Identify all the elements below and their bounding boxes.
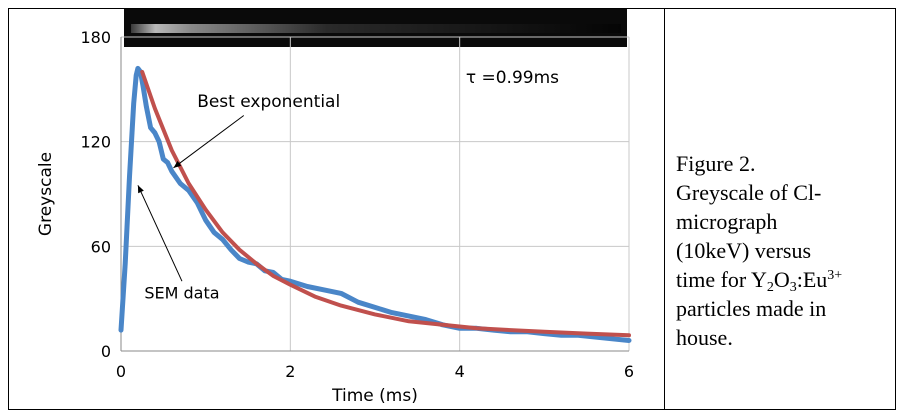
caption-line: micrograph <box>676 209 778 234</box>
annotation-arrowhead <box>173 160 182 168</box>
caption-line: Figure 2. <box>676 151 756 176</box>
annotation-label: Best exponential <box>197 92 340 112</box>
annotation-arrow <box>137 185 183 282</box>
y-tick-label: 0 <box>101 342 111 361</box>
tau-label: τ =0.99ms <box>466 68 559 88</box>
caption-line: (10keV) versus <box>676 238 812 263</box>
x-tick-label: 4 <box>455 362 465 381</box>
caption-text: :Eu <box>796 267 828 292</box>
x-tick-label: 0 <box>116 362 126 381</box>
annotation-arrowhead <box>137 185 144 194</box>
figure-caption: Figure 2. Greyscale of Cl- micrograph (1… <box>676 149 894 352</box>
annotation-label: SEM data <box>144 284 219 303</box>
chart-svg: 0 60 120 180 0 2 4 6 Time (ms) Greyscale Best expo… <box>36 9 634 406</box>
x-tick-label: 2 <box>285 362 295 381</box>
caption-line: particles made in <box>676 296 827 321</box>
caption-cell: Figure 2. Greyscale of Cl- micrograph (1… <box>664 8 896 410</box>
caption-text: time for Y <box>676 267 767 292</box>
chart-cell: 0 60 120 180 0 2 4 6 Time (ms) Greyscale Best expo… <box>8 8 665 410</box>
caption-line-formula: time for Y2O3:Eu3+ <box>676 265 894 295</box>
x-tick-label: 6 <box>624 362 634 381</box>
y-tick-label: 60 <box>91 237 111 256</box>
y-tick-label: 120 <box>80 133 111 152</box>
caption-text: O <box>773 267 790 292</box>
caption-line: house. <box>676 325 733 350</box>
y-tick-label: 180 <box>80 28 111 47</box>
series-line <box>140 69 631 338</box>
y-axis-label: Greyscale <box>36 152 56 236</box>
x-axis-label: Time (ms) <box>331 386 418 406</box>
caption-superscript: 3+ <box>827 268 843 283</box>
plot-area: 0 60 120 180 0 2 4 6 Time (ms) Greyscale Best expo… <box>36 28 634 406</box>
caption-line: Greyscale of Cl- <box>676 180 822 205</box>
annotation-arrow <box>173 115 245 169</box>
sem-image-streak <box>131 24 621 33</box>
caption-subscript: 3 <box>789 280 797 295</box>
caption-subscript: 2 <box>766 280 774 295</box>
